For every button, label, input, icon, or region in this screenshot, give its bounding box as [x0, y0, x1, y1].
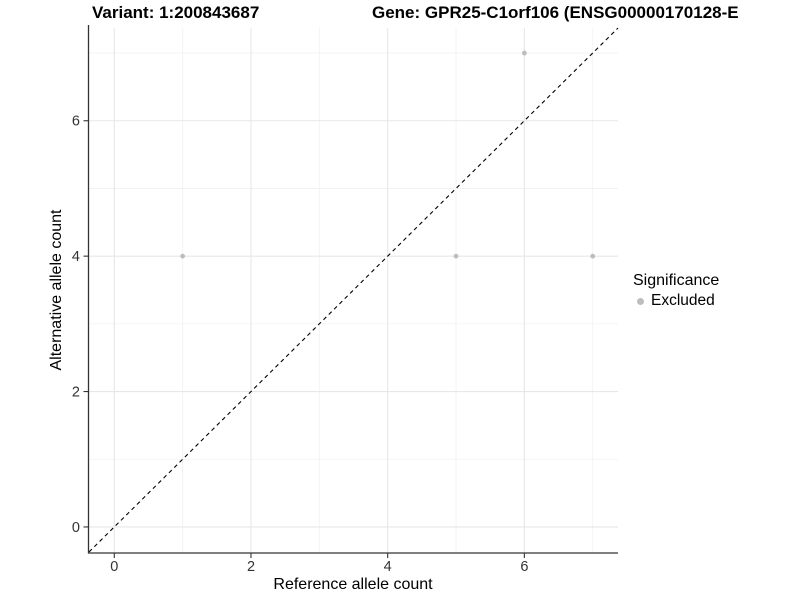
y-tick-label: 0	[72, 520, 80, 536]
legend-point-icon	[637, 297, 644, 305]
data-point	[453, 253, 459, 259]
legend: Significance Excluded	[633, 271, 719, 310]
identity-line	[88, 27, 619, 553]
y-axis-title: Alternative allele count	[48, 209, 65, 371]
gene-title: Gene: GPR25-C1orf106 (ENSG00000170128-E	[372, 3, 739, 22]
data-point	[590, 253, 596, 259]
x-tick-label: 6	[520, 559, 528, 575]
x-tick-label: 2	[247, 559, 255, 575]
x-axis-title: Reference allele count	[273, 576, 433, 593]
data-point	[180, 253, 186, 259]
y-tick-label: 4	[72, 249, 80, 265]
variant-title: Variant: 1:200843687	[92, 3, 260, 22]
x-tick-label: 0	[110, 559, 118, 575]
legend-item-label: Excluded	[651, 292, 715, 309]
x-tick-label: 4	[384, 559, 392, 575]
y-tick-label: 2	[72, 385, 80, 401]
legend-title: Significance	[633, 272, 720, 289]
y-tick-label: 6	[72, 114, 80, 130]
data-point	[521, 50, 527, 56]
legend-item-excluded: Excluded	[633, 292, 719, 310]
